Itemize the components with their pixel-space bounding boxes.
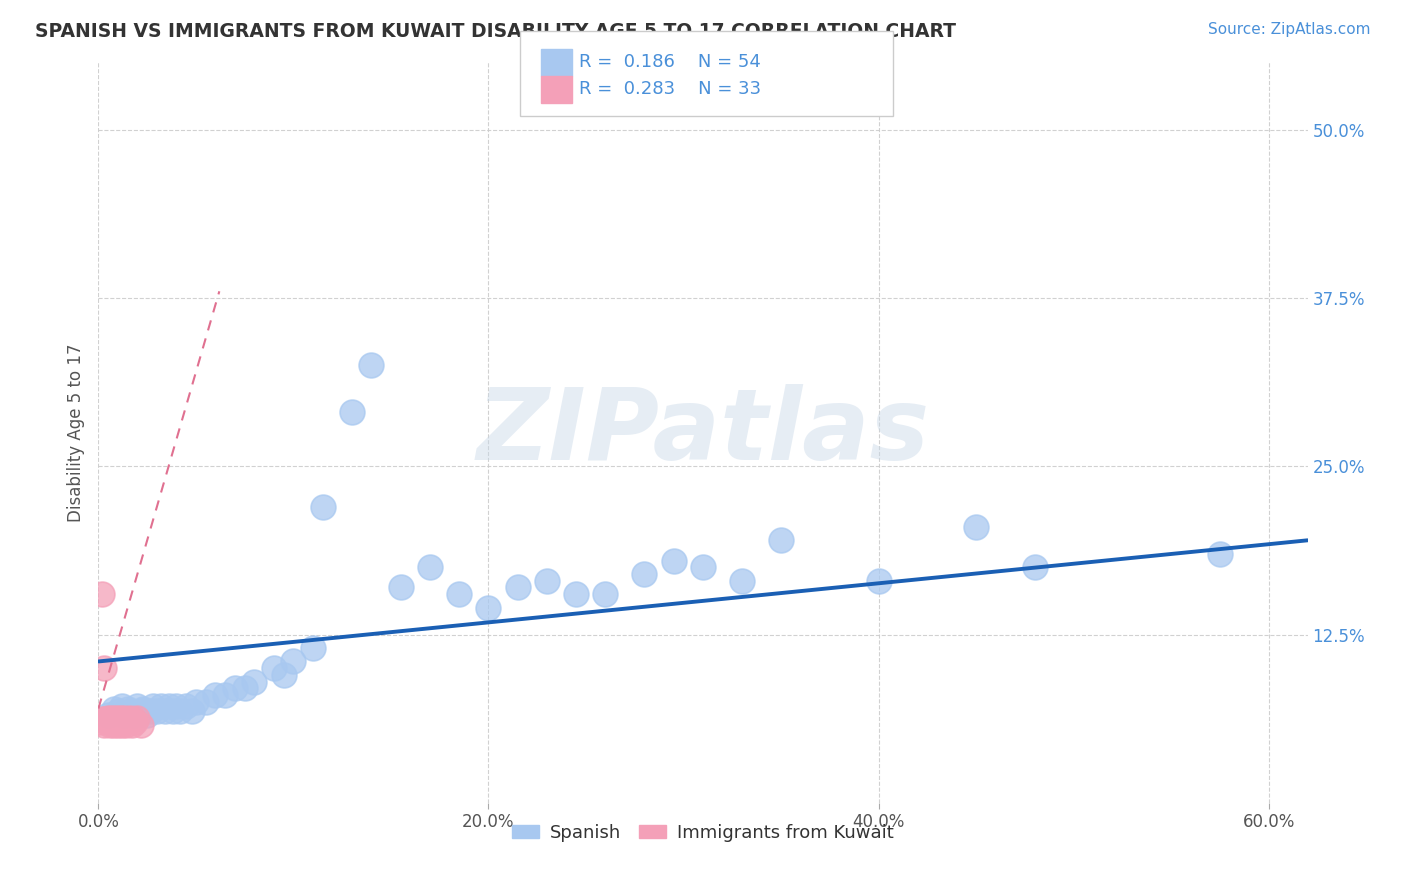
Point — [93, 661, 115, 675]
Point — [111, 698, 134, 713]
Point — [149, 698, 172, 713]
Point — [131, 704, 153, 718]
Point — [633, 566, 655, 581]
Y-axis label: Disability Age 5 to 17: Disability Age 5 to 17 — [66, 343, 84, 522]
Point — [107, 704, 129, 718]
Point — [146, 704, 169, 718]
Text: ZIPatlas: ZIPatlas — [477, 384, 929, 481]
Point — [104, 711, 127, 725]
Point — [165, 698, 187, 713]
Point — [1209, 547, 1232, 561]
Point — [112, 708, 135, 723]
Point — [243, 674, 266, 689]
Point — [101, 714, 124, 729]
Point — [204, 688, 226, 702]
Point — [389, 581, 412, 595]
Point — [302, 640, 325, 655]
Point — [91, 587, 114, 601]
Point — [103, 717, 125, 731]
Point — [224, 681, 246, 696]
Point — [98, 712, 121, 726]
Point — [131, 717, 153, 731]
Point — [127, 698, 149, 713]
Point — [117, 714, 139, 729]
Point — [595, 587, 617, 601]
Point — [97, 711, 120, 725]
Point — [184, 695, 207, 709]
Point — [662, 553, 685, 567]
Point — [263, 661, 285, 675]
Point — [97, 708, 120, 723]
Point — [169, 704, 191, 718]
Point — [868, 574, 890, 588]
Point — [233, 681, 256, 696]
Point — [101, 711, 124, 725]
Text: SPANISH VS IMMIGRANTS FROM KUWAIT DISABILITY AGE 5 TO 17 CORRELATION CHART: SPANISH VS IMMIGRANTS FROM KUWAIT DISABI… — [35, 22, 956, 41]
Point — [98, 717, 121, 731]
Point — [174, 698, 197, 713]
Point — [153, 704, 176, 718]
Point — [127, 711, 149, 725]
Point — [104, 714, 127, 729]
Point — [273, 668, 295, 682]
Point — [1024, 560, 1046, 574]
Point — [139, 704, 162, 718]
Point — [122, 712, 145, 726]
Point — [93, 717, 115, 731]
Point — [108, 711, 131, 725]
Point — [96, 712, 118, 726]
Point — [114, 717, 136, 731]
Legend: Spanish, Immigrants from Kuwait: Spanish, Immigrants from Kuwait — [505, 817, 901, 849]
Point — [122, 708, 145, 723]
Point — [283, 655, 305, 669]
Point — [769, 533, 792, 548]
Point — [506, 581, 529, 595]
Point — [536, 574, 558, 588]
Point — [181, 704, 204, 718]
Point — [692, 560, 714, 574]
Point — [162, 704, 184, 718]
Point — [91, 712, 114, 726]
Point — [142, 698, 165, 713]
Point — [118, 704, 141, 718]
Point — [97, 714, 120, 729]
Point — [136, 708, 159, 723]
Point — [118, 711, 141, 725]
Point — [121, 717, 143, 731]
Point — [419, 560, 441, 574]
Text: Source: ZipAtlas.com: Source: ZipAtlas.com — [1208, 22, 1371, 37]
Point — [565, 587, 588, 601]
Text: R =  0.186    N = 54: R = 0.186 N = 54 — [579, 54, 761, 71]
Point — [89, 714, 111, 729]
Point — [157, 698, 180, 713]
Point — [112, 711, 135, 725]
Point — [103, 712, 125, 726]
Point — [111, 717, 134, 731]
Point — [214, 688, 236, 702]
Point — [360, 359, 382, 373]
Point — [194, 695, 217, 709]
Point — [477, 600, 499, 615]
Point — [117, 712, 139, 726]
Point — [449, 587, 471, 601]
Point — [111, 712, 134, 726]
Text: R =  0.283    N = 33: R = 0.283 N = 33 — [579, 80, 762, 98]
Point — [132, 701, 155, 715]
Point — [107, 717, 129, 731]
Point — [103, 701, 125, 715]
Point — [112, 714, 135, 729]
Point — [117, 701, 139, 715]
Point — [124, 714, 146, 729]
Point — [312, 500, 335, 514]
Point — [108, 714, 131, 729]
Point — [731, 574, 754, 588]
Point — [965, 520, 987, 534]
Point — [107, 712, 129, 726]
Point — [340, 405, 363, 419]
